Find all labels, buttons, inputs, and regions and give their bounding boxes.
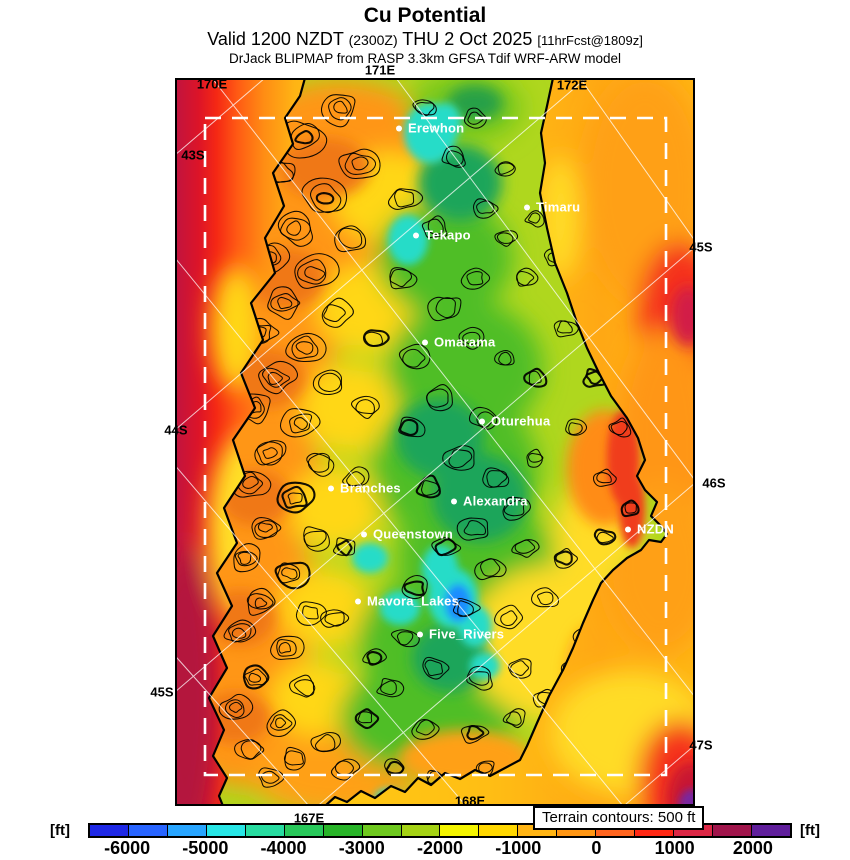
- city-label: Tekapo: [425, 227, 471, 243]
- city-marker: Five_Rivers: [417, 627, 504, 642]
- colorbar-segment: [90, 825, 129, 836]
- axis-label: 167E: [293, 810, 325, 826]
- city-marker: NZDN: [625, 522, 674, 537]
- colorbar-segment: [751, 825, 790, 836]
- city-marker: Timaru: [524, 200, 580, 215]
- colorbar-segment: [128, 825, 168, 836]
- valid-date: THU 2 Oct 2025: [397, 29, 538, 50]
- colorbar-tick: -2000: [416, 838, 464, 858]
- city-dot-icon: [451, 498, 457, 504]
- colorbar-segment: [245, 825, 285, 836]
- city-label: Timaru: [536, 199, 581, 215]
- city-dot-icon: [479, 418, 485, 424]
- axis-label: 43S: [181, 147, 205, 163]
- city-label: Branches: [340, 480, 401, 496]
- city-label: Omarama: [434, 334, 496, 350]
- city-label: Erewhon: [408, 120, 465, 136]
- axis-label: 47S: [689, 737, 713, 753]
- colorbar-tick: -6000: [104, 838, 151, 858]
- page-title: Cu Potential: [363, 4, 487, 27]
- axis-label: 170E: [196, 76, 228, 92]
- city-marker: Alexandra: [451, 494, 528, 509]
- city-label: Five_Rivers: [429, 626, 505, 642]
- colorbar-segment: [635, 825, 675, 836]
- colorbar: [ft] [ft] -6000 -5000 -4000 -3000 -2000 -1000…: [0, 820, 850, 860]
- colorbar-tick: -3000: [338, 838, 385, 858]
- axis-label: 168E: [454, 793, 486, 809]
- cu-potential-map: [175, 78, 695, 806]
- colorbar-segment: [557, 825, 597, 836]
- map-canvas: [175, 78, 695, 806]
- header: Cu Potential Valid 1200 NZDT (2300Z) THU…: [0, 4, 850, 66]
- colorbar-segment: [596, 825, 636, 836]
- city-dot-icon: [355, 598, 361, 604]
- colorbar-segment: [674, 825, 713, 836]
- axis-label: 45S: [689, 239, 713, 255]
- colorbar-tick: 2000: [732, 838, 773, 858]
- axis-label: 46S: [702, 475, 726, 491]
- city-label: Mavora_Lakes: [367, 593, 460, 609]
- colorbar-segment: [713, 825, 752, 836]
- colorbar-scale: [88, 823, 792, 838]
- colorbar-segment: [323, 825, 363, 836]
- city-label: Queenstown: [373, 526, 454, 542]
- valid-time-line: Valid 1200 NZDT (2300Z) THU 2 Oct 2025 […: [0, 29, 850, 50]
- colorbar-segment: [479, 825, 519, 836]
- city-dot-icon: [524, 204, 530, 210]
- city-dot-icon: [396, 125, 402, 131]
- axis-label: 45S: [150, 684, 174, 700]
- axis-label: 44S: [164, 422, 188, 438]
- colorbar-segment: [284, 825, 324, 836]
- city-dot-icon: [625, 526, 631, 532]
- city-label: Oturehua: [491, 413, 551, 429]
- domain-boundary-box: [203, 116, 668, 777]
- city-marker: Tekapo: [413, 228, 471, 243]
- city-dot-icon: [413, 232, 419, 238]
- city-marker: Mavora_Lakes: [355, 594, 459, 609]
- colorbar-segment: [440, 825, 480, 836]
- colorbar-segment: [518, 825, 558, 836]
- city-dot-icon: [328, 485, 334, 491]
- city-marker: Oturehua: [479, 414, 550, 429]
- valid-time-utc: (2300Z): [348, 32, 398, 49]
- colorbar-segment: [362, 825, 402, 836]
- forecast-hour: [11hrFcst@1809z]: [537, 33, 643, 49]
- map-border: [175, 78, 695, 806]
- city-label: NZDN: [637, 521, 674, 537]
- colorbar-segment: [167, 825, 207, 836]
- city-dot-icon: [361, 531, 367, 537]
- model-line: DrJack BLIPMAP from RASP 3.3km GFSA Tdif…: [228, 50, 622, 66]
- colorbar-tick: 0: [591, 838, 602, 858]
- city-dot-icon: [422, 339, 428, 345]
- city-marker: Erewhon: [396, 121, 464, 136]
- city-marker: Queenstown: [361, 527, 453, 542]
- colorbar-tick: -1000: [495, 838, 542, 858]
- colorbar-unit-left: [ft]: [50, 822, 70, 839]
- city-label: Alexandra: [463, 493, 528, 509]
- city-dot-icon: [417, 631, 423, 637]
- axis-label: 171E: [364, 62, 396, 78]
- colorbar-unit-right: [ft]: [800, 822, 820, 839]
- valid-time-main: Valid 1200 NZDT: [207, 29, 349, 50]
- latlon-graticule: [175, 78, 695, 806]
- axis-label: 172E: [556, 77, 588, 93]
- colorbar-tick: -5000: [182, 838, 229, 858]
- colorbar-segment: [206, 825, 246, 836]
- colorbar-tick: 1000: [654, 838, 695, 858]
- terrain-contours-note: Terrain contours: 500 ft: [533, 806, 705, 830]
- colorbar-segment: [401, 825, 441, 836]
- city-marker: Branches: [328, 481, 401, 496]
- city-marker: Omarama: [422, 335, 495, 350]
- colorbar-tick: -4000: [260, 838, 307, 858]
